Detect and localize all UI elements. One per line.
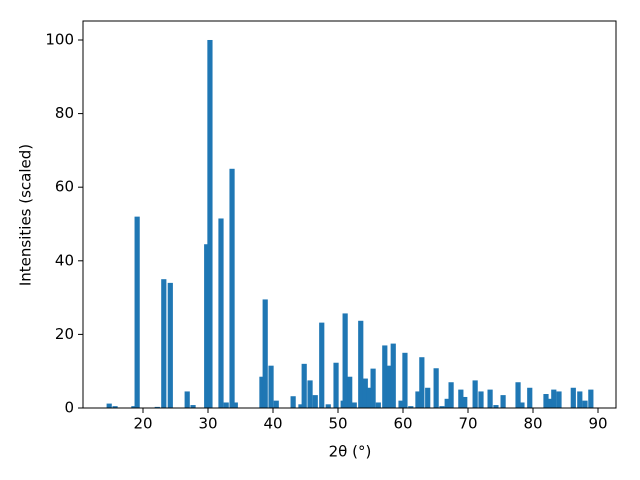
bar <box>588 389 594 408</box>
bar <box>448 382 454 408</box>
bar <box>351 402 357 408</box>
bar <box>570 387 576 408</box>
x-tick-label: 20 <box>133 415 152 433</box>
bar <box>229 168 235 408</box>
bar <box>390 343 396 408</box>
bar <box>493 405 499 408</box>
bar <box>500 395 506 408</box>
bar <box>519 402 525 408</box>
bar <box>312 395 318 408</box>
bar <box>184 391 190 408</box>
bar <box>543 394 549 408</box>
bar <box>487 389 493 408</box>
bar <box>366 387 372 408</box>
bar <box>333 362 339 408</box>
bar <box>325 404 331 408</box>
bar <box>207 39 213 408</box>
y-tick-label: 100 <box>45 30 74 48</box>
bar <box>551 389 557 408</box>
bar <box>134 216 140 408</box>
bar <box>556 391 562 408</box>
y-tick-label: 60 <box>55 178 74 196</box>
y-axis-label: Intensities (scaled) <box>17 144 35 286</box>
x-axis-label: 2θ (°) <box>329 443 372 461</box>
bar <box>408 406 414 408</box>
bar <box>204 244 210 408</box>
bar <box>362 378 368 408</box>
y-tick-label: 20 <box>55 325 74 343</box>
bar <box>472 380 478 408</box>
bar <box>382 345 388 408</box>
bar <box>347 376 353 408</box>
bar <box>273 400 279 408</box>
bar <box>370 368 376 408</box>
plot-frame <box>82 20 617 409</box>
bar <box>402 352 408 408</box>
bar <box>527 387 533 408</box>
bar <box>167 282 173 408</box>
bar <box>386 365 392 408</box>
bar <box>290 396 296 408</box>
bar <box>458 389 464 408</box>
bar <box>358 320 364 408</box>
bar <box>190 405 196 408</box>
x-tick-label: 50 <box>328 415 347 433</box>
bar <box>307 380 313 408</box>
x-tick-label: 80 <box>523 415 542 433</box>
bar <box>106 403 112 408</box>
y-tick-label: 0 <box>64 399 74 417</box>
bar <box>478 391 484 408</box>
bar <box>398 400 404 408</box>
x-tick-label: 90 <box>588 415 607 433</box>
bar <box>419 357 425 408</box>
bar <box>218 218 224 408</box>
bar <box>577 391 583 408</box>
bar <box>439 406 445 408</box>
bar <box>232 402 238 408</box>
bar <box>259 376 265 408</box>
y-tick-label: 40 <box>55 251 74 269</box>
bar <box>154 406 160 408</box>
bar <box>515 382 521 408</box>
bar <box>582 400 588 408</box>
bar <box>112 406 118 408</box>
x-tick-label: 40 <box>263 415 282 433</box>
x-tick-label: 30 <box>198 415 217 433</box>
bar <box>375 402 381 408</box>
bar <box>547 398 553 408</box>
bar <box>444 398 450 408</box>
bar <box>161 279 167 408</box>
bar <box>298 404 304 408</box>
bar <box>433 368 439 408</box>
bar <box>131 406 137 408</box>
x-tick-label: 60 <box>393 415 412 433</box>
bar <box>262 299 268 408</box>
bar <box>223 402 229 408</box>
bar <box>425 387 431 408</box>
bar <box>342 313 348 408</box>
bar <box>319 322 325 408</box>
bar <box>415 391 421 408</box>
bar <box>462 396 468 408</box>
bar <box>301 363 307 408</box>
x-tick-label: 70 <box>458 415 477 433</box>
bar <box>268 365 274 408</box>
y-tick-label: 80 <box>55 104 74 122</box>
